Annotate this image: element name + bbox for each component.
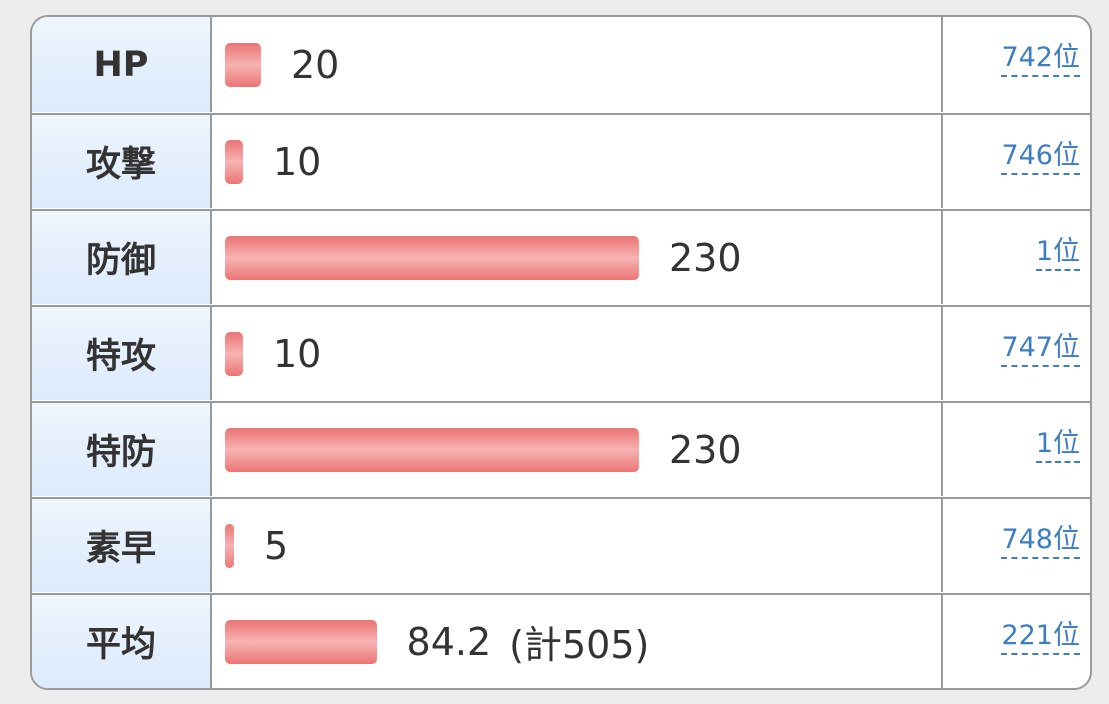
stat-bar <box>225 523 234 568</box>
stat-bar <box>225 42 261 87</box>
stat-label: 攻撃 <box>32 115 212 208</box>
rank-link[interactable]: 748位 <box>1001 523 1080 559</box>
stat-value: 230 <box>669 427 742 472</box>
stat-label: 特防 <box>32 403 212 496</box>
stat-label: 素早 <box>32 499 212 592</box>
rank-link[interactable]: 221位 <box>1001 619 1080 655</box>
table-row: 特攻 10 747位 <box>32 305 1090 400</box>
stat-label: 平均 <box>32 595 212 688</box>
rank-link[interactable]: 742位 <box>1001 41 1080 77</box>
stat-label: HP <box>32 17 212 112</box>
stat-value: 5 <box>264 523 289 568</box>
table-row: 特防 230 1位 <box>32 401 1090 496</box>
stat-label: 防御 <box>32 211 212 304</box>
stat-bar <box>225 427 639 472</box>
stat-cell: 84.2 (計505) <box>212 595 943 688</box>
stat-total: (計505) <box>509 623 650 667</box>
stat-cell: 230 <box>212 211 943 304</box>
stat-bar <box>225 619 377 664</box>
table-row: 攻撃 10 746位 <box>32 113 1090 208</box>
stat-cell: 5 <box>212 499 943 592</box>
stat-bar <box>225 331 243 376</box>
table-row: HP 20 742位 <box>32 17 1090 112</box>
stat-label: 特攻 <box>32 307 212 400</box>
stat-value: 10 <box>273 331 322 376</box>
rank-link[interactable]: 1位 <box>1035 427 1080 463</box>
stat-value: 20 <box>291 42 340 87</box>
table-row: 平均 84.2 (計505) 221位 <box>32 593 1090 688</box>
table-row: 素早 5 748位 <box>32 497 1090 592</box>
stat-bar <box>225 139 243 184</box>
table-row: 防御 230 1位 <box>32 209 1090 304</box>
stat-cell: 10 <box>212 307 943 400</box>
rank-link[interactable]: 1位 <box>1035 235 1080 271</box>
rank-link[interactable]: 747位 <box>1001 331 1080 367</box>
rank-link[interactable]: 746位 <box>1001 139 1080 175</box>
stats-table: HP 20 742位 攻撃 10 746位 防御 230 1位 特攻 10 747位 特防 230 1位 素早… <box>30 15 1092 690</box>
stat-cell: 230 <box>212 403 943 496</box>
stat-cell: 20 <box>212 17 943 112</box>
stat-value: 10 <box>273 139 322 184</box>
stat-bar <box>225 235 639 280</box>
stat-cell: 10 <box>212 115 943 208</box>
stat-value: 84.2 <box>406 619 492 664</box>
stat-value: 230 <box>669 235 742 280</box>
